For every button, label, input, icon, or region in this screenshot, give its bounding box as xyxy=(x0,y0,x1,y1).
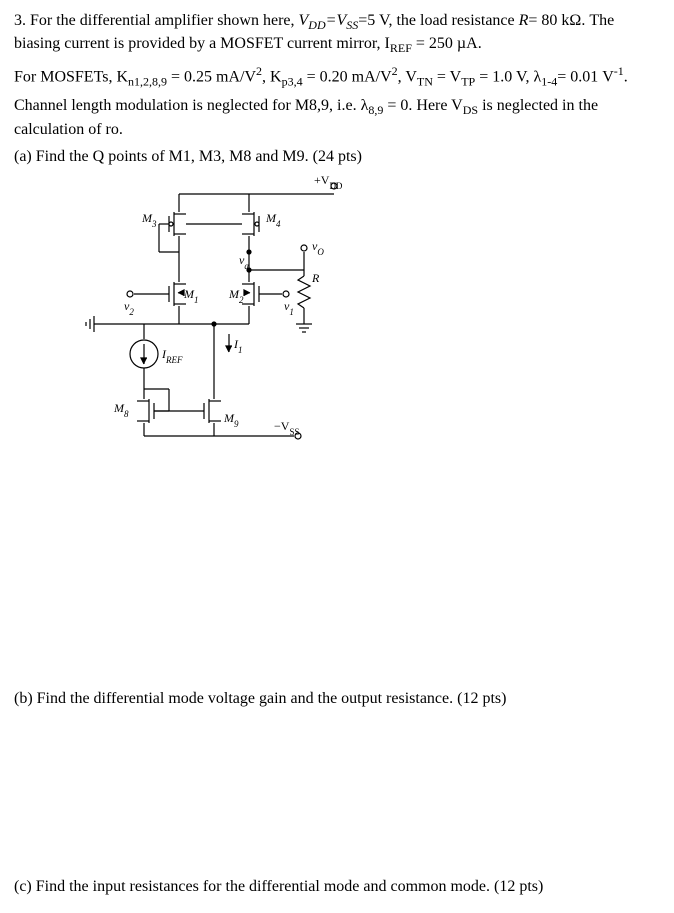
vtp-sub: TP xyxy=(461,74,475,88)
vdd-sym: V xyxy=(299,12,309,29)
v1-sub: 1 xyxy=(289,307,294,317)
gap-b-c xyxy=(14,716,660,876)
svg-text:M9: M9 xyxy=(223,411,239,429)
m9-sub: 9 xyxy=(234,419,239,429)
m8-sub: 8 xyxy=(124,409,129,419)
intro-prefix: For the differential amplifier shown her… xyxy=(30,12,299,29)
period: . xyxy=(624,68,628,85)
vtp-val: = 1.0 V, λ xyxy=(475,68,541,85)
vss-label: −V xyxy=(274,419,290,433)
sep1: , K xyxy=(262,68,282,85)
vdd-sub: DD xyxy=(308,18,325,32)
neg1: -1 xyxy=(614,64,624,78)
circuit-diagram: +VDD M3 M4 xyxy=(74,174,394,474)
R-label: R xyxy=(311,271,320,285)
vdd-label: +V xyxy=(314,174,330,187)
svg-text:I1: I1 xyxy=(233,337,243,355)
m3-sub: 3 xyxy=(151,219,157,229)
kn-val: = 0.25 mA/V xyxy=(167,68,256,85)
i1-sub: 1 xyxy=(238,345,243,355)
part-b-text: (b) Find the differential mode voltage g… xyxy=(14,690,506,707)
vss-sub-intro: SS xyxy=(346,18,358,32)
l2-prefix: For MOSFETs, K xyxy=(14,68,128,85)
svg-text:v1: v1 xyxy=(284,299,294,317)
l3a: Channel length modulation is neglected f… xyxy=(14,97,368,114)
iref-val: = 250 µA. xyxy=(412,35,482,52)
R-sym: R xyxy=(519,12,529,29)
vds-sub: DS xyxy=(463,104,478,118)
vo-sub: O xyxy=(317,247,324,257)
R-val: = 80 kΩ. xyxy=(528,12,585,29)
m4-sub: 4 xyxy=(276,219,281,229)
svg-text:v2: v2 xyxy=(124,299,134,317)
line3: Channel length modulation is neglected f… xyxy=(14,95,660,140)
mid: = V xyxy=(433,68,461,85)
eq1-mid: =V xyxy=(326,12,347,29)
mosfet-params: For MOSFETs, Kn1,2,8,9 = 0.25 mA/V2, Kp3… xyxy=(14,63,660,90)
l3sub: 8,9 xyxy=(368,104,383,118)
kn-sub: n1,2,8,9 xyxy=(128,74,167,88)
vtn-sub: TN xyxy=(417,74,433,88)
iref-sub-d: REF xyxy=(165,355,183,365)
pnum: 3. xyxy=(14,12,26,29)
part-c-text: (c) Find the input resistances for the d… xyxy=(14,878,543,895)
svg-text:M4: M4 xyxy=(265,211,281,229)
eq1-sep: , the load resistance xyxy=(388,12,518,29)
kp-sub: p3,4 xyxy=(282,74,303,88)
m1-sub: 1 xyxy=(194,295,199,305)
part-a-text: (a) Find the Q points of M1, M3, M8 and … xyxy=(14,148,362,165)
svg-text:M8: M8 xyxy=(113,401,129,419)
gap-a-b xyxy=(14,488,660,688)
part-c: (c) Find the input resistances for the d… xyxy=(14,876,660,898)
l3b: = 0. Here V xyxy=(383,97,462,114)
svg-text:IREF: IREF xyxy=(161,347,183,365)
svg-text:M2: M2 xyxy=(228,287,244,305)
iref-sub: REF xyxy=(390,42,412,56)
svg-text:+VDD: +VDD xyxy=(314,174,343,191)
lam-val: = 0.01 V xyxy=(557,68,614,85)
vdd-label-sub: DD xyxy=(329,181,342,191)
lam-sub: 1-4 xyxy=(541,74,557,88)
problem-intro: 3. For the differential amplifier shown … xyxy=(14,10,660,57)
kp-val: = 0.20 mA/V xyxy=(303,68,392,85)
svg-text:M1: M1 xyxy=(183,287,199,305)
part-a: (a) Find the Q points of M1, M3, M8 and … xyxy=(14,146,660,168)
svg-text:−VSS: −VSS xyxy=(274,419,299,437)
svg-text:M3: M3 xyxy=(141,211,157,229)
eq1-val: =5 V xyxy=(358,12,388,29)
v2-sub: 2 xyxy=(129,307,134,317)
m2-sub: 2 xyxy=(239,295,244,305)
svg-text:vO: vO xyxy=(312,239,324,257)
part-b: (b) Find the differential mode voltage g… xyxy=(14,688,660,710)
sep2: , V xyxy=(398,68,417,85)
vss-sub: SS xyxy=(289,427,299,437)
